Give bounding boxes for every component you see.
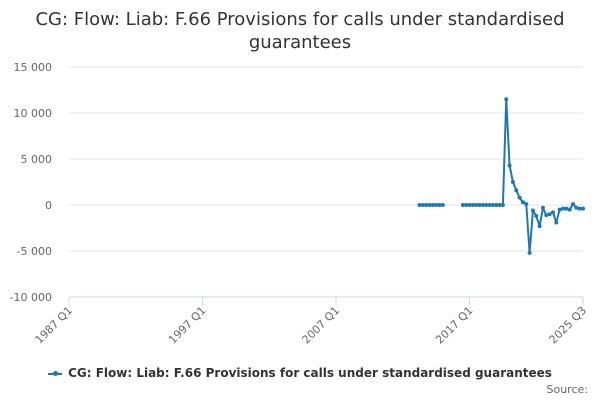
data-point[interactable] [440,203,445,207]
x-axis: 1987 Q1 1997 Q1 2007 Q1 2017 Q1 2025 Q3 [33,296,590,347]
data-point[interactable] [504,97,509,102]
x-tick-label: 2025 Q3 [547,304,590,347]
data-point[interactable] [537,224,542,229]
data-point[interactable] [417,203,422,207]
data-point[interactable] [484,203,489,207]
data-point[interactable] [497,203,502,207]
data-point[interactable] [540,205,545,210]
data-point[interactable] [420,203,425,207]
data-point[interactable] [480,203,485,207]
y-tick-label: -10 000 [10,291,52,304]
data-point[interactable] [557,207,562,212]
y-tick-label: -5 000 [17,245,52,258]
y-tick-label: 10 000 [14,107,53,120]
data-point[interactable] [490,203,495,207]
y-axis: 15 000 10 000 5 000 0 -5 000 -10 000 [10,61,52,304]
x-tick-label: 1987 Q1 [33,304,76,347]
legend-line-icon [48,370,63,376]
data-point[interactable] [460,203,465,207]
data-point[interactable] [430,203,435,207]
data-point[interactable] [544,213,549,218]
chart-title: CG: Flow: Liab: F.66 Provisions for call… [35,9,565,53]
data-point[interactable] [494,203,499,207]
data-point[interactable] [567,207,572,212]
x-tick-label: 2017 Q1 [433,304,476,347]
data-point[interactable] [487,203,492,207]
data-point[interactable] [514,188,519,193]
data-point[interactable] [560,206,565,211]
data-point[interactable] [424,203,429,207]
x-tick-label: 2007 Q1 [300,304,343,347]
legend-label: CG: Flow: Liab: F.66 Provisions for call… [68,366,552,380]
series-layer [417,97,585,255]
data-point[interactable] [527,250,532,255]
legend[interactable]: CG: Flow: Liab: F.66 Provisions for call… [0,366,600,380]
data-point[interactable] [464,203,469,207]
data-point[interactable] [500,203,505,207]
x-tick-label: 1997 Q1 [166,304,209,347]
data-point[interactable] [577,206,582,211]
data-point[interactable] [427,203,432,207]
series-line [462,98,583,254]
data-point[interactable] [477,203,482,207]
data-point[interactable] [507,163,512,168]
data-point[interactable] [574,205,579,210]
y-tick-label: 15 000 [14,61,53,74]
data-point[interactable] [524,202,529,207]
data-point[interactable] [581,206,585,211]
y-tick-label: 0 [45,199,52,212]
data-point[interactable] [554,220,559,225]
data-point[interactable] [534,214,539,219]
data-point[interactable] [517,195,522,200]
y-tick-label: 5 000 [21,153,53,166]
data-point[interactable] [474,203,479,207]
data-point[interactable] [510,180,515,184]
data-point[interactable] [550,210,555,215]
data-point[interactable] [570,202,575,207]
data-point[interactable] [520,200,525,205]
data-point[interactable] [437,203,442,207]
data-point[interactable] [467,203,472,207]
source-label: Source: [546,383,589,396]
data-point[interactable] [530,208,535,213]
data-point[interactable] [547,212,552,217]
data-point[interactable] [470,203,475,207]
data-point[interactable] [564,206,569,211]
data-point[interactable] [434,203,439,207]
